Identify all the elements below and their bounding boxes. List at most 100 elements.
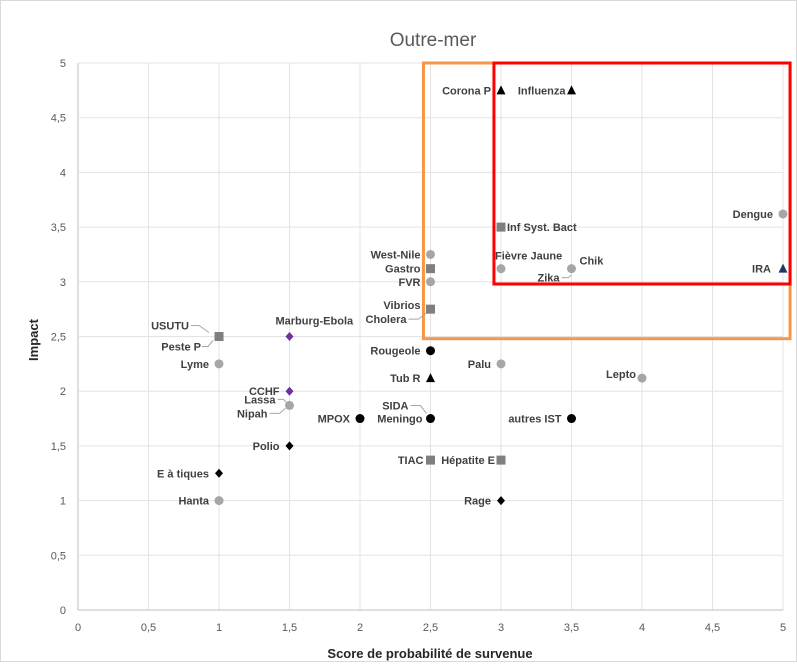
y-axis-title: Impact: [26, 318, 41, 361]
label-lassa: Lassa: [244, 394, 276, 406]
y-tick-label: 2,5: [51, 332, 66, 344]
chart-title: Outre-mer: [390, 30, 477, 51]
point-fievre-jaune: [496, 264, 506, 274]
x-tick-label: 2: [357, 622, 363, 634]
label-nipah: Nipah: [237, 408, 268, 420]
point-vibrios: [426, 304, 435, 314]
point-gastro: [426, 264, 435, 274]
y-tick-label: 0: [60, 605, 66, 617]
leader-lines: [191, 274, 572, 414]
label-vibrios: Vibrios: [383, 300, 420, 312]
y-tick-label: 1,5: [51, 441, 66, 453]
point-hepatite-e: [496, 455, 506, 465]
point-rage: [497, 496, 505, 506]
x-tick-label: 0: [75, 622, 81, 634]
label-fievre-jaune: Fièvre Jaune: [495, 251, 562, 263]
label-autres-ist: autres IST: [508, 414, 561, 426]
point-hanta: [214, 496, 224, 506]
label-gastro: Gastro: [385, 264, 421, 276]
y-tick-label: 4: [60, 167, 66, 179]
label-polio: Polio: [253, 441, 280, 453]
label-west-nile: West-Nile: [371, 249, 421, 261]
y-tick-label: 0,5: [51, 550, 66, 562]
leader-zika: [561, 274, 572, 279]
label-lyme: Lyme: [181, 359, 209, 371]
leader-usutu: [191, 325, 210, 333]
x-tick-label: 5: [780, 622, 786, 634]
x-tick-label: 3,5: [564, 622, 579, 634]
point-cchf: [285, 386, 294, 396]
point-polio: [285, 441, 294, 451]
label-fvr: FVR: [399, 277, 421, 289]
point-lepto: [637, 373, 647, 383]
point-lassa: [285, 400, 294, 410]
x-tick-label: 1,5: [282, 622, 297, 634]
x-tick-label: 2,5: [423, 622, 438, 634]
point-lyme: [214, 359, 224, 369]
label-hepatite-e: Hépatite E: [441, 455, 495, 467]
point-corona-p: [496, 85, 506, 95]
leader-nipah: [269, 408, 286, 414]
x-tick-label: 4,5: [705, 622, 720, 634]
label-tub-r: Tub R: [390, 373, 420, 385]
tick-labels: 0 0,5 1 1,5 2 2,5 3 3,5 4 4,5 5 0 0,5 1 1,5 2 2,5 3 3,5 4 4,…: [51, 58, 786, 634]
leader-peste-p: [202, 340, 214, 347]
label-sida: SIDA: [382, 401, 408, 413]
y-tick-label: 5: [60, 58, 66, 70]
data-points: [214, 85, 788, 506]
label-tiac: TIAC: [398, 455, 424, 467]
label-hanta: Hanta: [178, 496, 209, 508]
label-usutu: USUTU: [151, 321, 189, 333]
point-fvr: [426, 277, 435, 287]
point-labels: Corona P Influenza Dengue Inf Syst. Bact Wes…: [151, 85, 773, 507]
y-tick-label: 1: [60, 496, 66, 508]
label-rougeole: Rougeole: [370, 346, 420, 358]
label-cchf: CCHF: [249, 386, 280, 398]
label-rage: Rage: [464, 496, 491, 508]
label-peste-p: Peste P: [161, 342, 201, 354]
y-tick-label: 3: [60, 277, 66, 289]
x-tick-label: 1: [216, 622, 222, 634]
point-peste-p: [214, 332, 224, 341]
point-inf-syst-bact: [496, 222, 506, 232]
point-rougeole: [426, 346, 435, 356]
point-mpox: [355, 414, 365, 424]
x-tick-label: 4: [639, 622, 645, 634]
label-inf-syst-bact: Inf Syst. Bact: [507, 222, 577, 234]
y-tick-label: 2: [60, 386, 66, 398]
point-chik: [567, 264, 576, 274]
x-axis-title: Score de probabilité de survenue: [327, 646, 532, 661]
point-influenza: [567, 85, 576, 95]
point-tiac: [426, 455, 435, 465]
label-dengue: Dengue: [733, 209, 773, 221]
y-tick-label: 3,5: [51, 222, 66, 234]
point-autres-ist: [567, 414, 576, 424]
y-tick-label: 4,5: [51, 113, 66, 125]
label-lepto: Lepto: [606, 369, 636, 381]
label-influenza: Influenza: [518, 85, 567, 97]
point-marburg-ebola: [285, 332, 294, 341]
point-e-a-tiques: [215, 468, 223, 478]
label-marburg-ebola: Marburg-Ebola: [276, 316, 354, 328]
label-zika: Zika: [537, 273, 560, 285]
label-ira: IRA: [752, 264, 771, 276]
point-west-nile: [426, 249, 435, 259]
label-e-a-tiques: E à tiques: [157, 468, 209, 480]
point-sida: [426, 414, 435, 424]
leader-cholera: [408, 311, 428, 320]
x-tick-label: 0,5: [141, 622, 156, 634]
point-tub-r: [426, 373, 435, 383]
point-palu: [496, 359, 506, 369]
label-corona-p: Corona P: [442, 85, 491, 97]
leader-sida: [410, 405, 427, 414]
point-dengue: [778, 209, 788, 219]
label-cholera: Cholera: [366, 314, 408, 326]
label-mpox: MPOX: [318, 414, 351, 426]
highlight-boxes: [421, 61, 792, 341]
highlight-box-red: [492, 61, 792, 286]
leader-lassa: [277, 398, 287, 403]
x-tick-label: 3: [498, 622, 504, 634]
